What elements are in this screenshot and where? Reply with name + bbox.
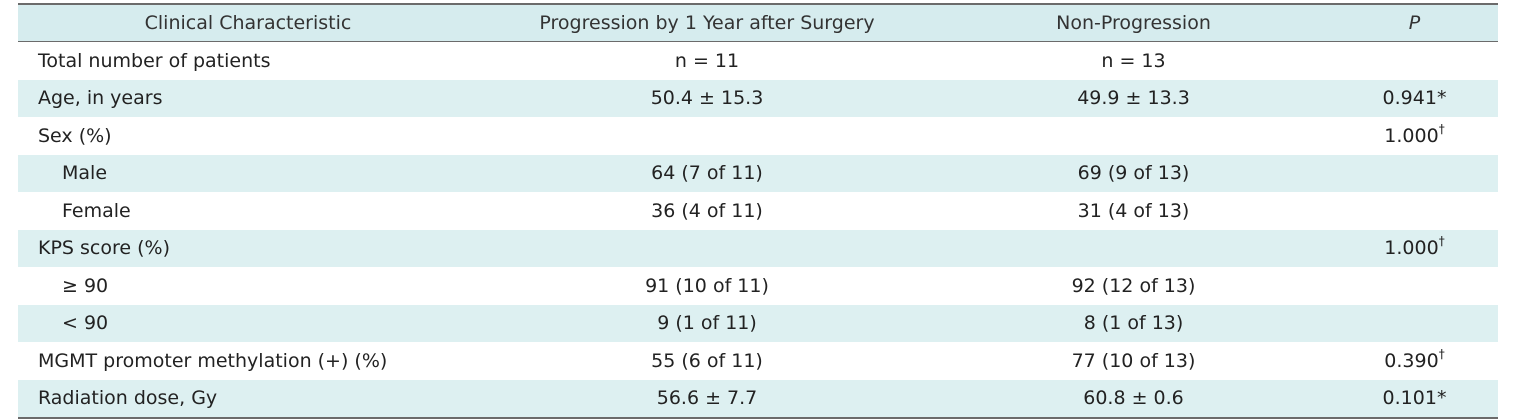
non-progression-value: 49.9 ± 13.3 bbox=[936, 79, 1331, 117]
non-progression-value: 92 (12 of 13) bbox=[1071, 274, 1196, 297]
row-label: < 90 bbox=[18, 304, 478, 342]
row-label: ≥ 90 bbox=[62, 274, 109, 297]
p-value-cell: 0.941* bbox=[1331, 79, 1498, 117]
table-row: Radiation dose, Gy 56.6 ± 7.7 60.8 ± 0.6… bbox=[18, 379, 1498, 418]
p-value: 1.000 bbox=[1384, 237, 1439, 260]
table-header: Clinical Characteristic Progression by 1… bbox=[18, 4, 1498, 42]
p-value-cell bbox=[1331, 192, 1498, 230]
non-progression-value: 69 (9 of 13) bbox=[936, 154, 1331, 192]
p-value-cell: 1.000† bbox=[1331, 117, 1498, 155]
table-row: Total number of patients n = 11 n = 13 bbox=[18, 42, 1498, 80]
table-row: Female 36 (4 of 11) 31 (4 of 13) bbox=[18, 192, 1498, 230]
p-value-cell bbox=[1331, 154, 1498, 192]
clinical-characteristics-table: Clinical Characteristic Progression by 1… bbox=[18, 3, 1498, 419]
non-progression-value: n = 13 bbox=[1101, 49, 1166, 72]
progression-value: 9 (1 of 11) bbox=[478, 304, 936, 342]
progression-value: 64 (7 of 11) bbox=[478, 154, 936, 192]
table-container: Clinical Characteristic Progression by 1… bbox=[18, 3, 1498, 419]
row-label: KPS score (%) bbox=[18, 229, 478, 267]
table-body: Total number of patients n = 11 n = 13 A… bbox=[18, 42, 1498, 418]
header-p-value: P bbox=[1331, 4, 1498, 42]
header-progression: Progression by 1 Year after Surgery bbox=[478, 4, 936, 42]
non-progression-value: 77 (10 of 13) bbox=[1071, 349, 1196, 372]
p-value-cell bbox=[1331, 42, 1498, 80]
p-value: 0.101 bbox=[1382, 387, 1437, 410]
row-label: Radiation dose, Gy bbox=[18, 379, 478, 418]
row-label: MGMT promoter methylation (+) (%) bbox=[38, 349, 388, 372]
p-value-cell bbox=[1331, 267, 1498, 305]
non-progression-value: 8 (1 of 13) bbox=[936, 304, 1331, 342]
progression-value bbox=[478, 229, 936, 267]
table-row: Male 64 (7 of 11) 69 (9 of 13) bbox=[18, 154, 1498, 192]
row-label: Age, in years bbox=[18, 79, 478, 117]
non-progression-value: 60.8 ± 0.6 bbox=[936, 379, 1331, 418]
table-row: ≥ 90 91 (10 of 11) 92 (12 of 13) bbox=[18, 267, 1498, 305]
p-value-cell: 1.000† bbox=[1331, 229, 1498, 267]
p-value-cell bbox=[1331, 304, 1498, 342]
row-label: Male bbox=[18, 154, 478, 192]
p-value-cell: 0.390† bbox=[1331, 342, 1498, 380]
header-non-progression: Non-Progression bbox=[936, 4, 1331, 42]
p-value-cell: 0.101* bbox=[1331, 379, 1498, 418]
table-row: Sex (%) 1.000† bbox=[18, 117, 1498, 155]
progression-value bbox=[478, 117, 936, 155]
row-label: Female bbox=[62, 199, 131, 222]
p-value: 0.390 bbox=[1384, 349, 1439, 372]
p-value: 1.000 bbox=[1384, 124, 1439, 147]
row-label: Sex (%) bbox=[38, 124, 112, 147]
non-progression-value bbox=[936, 117, 1331, 155]
non-progression-value: 31 (4 of 13) bbox=[1077, 199, 1190, 222]
footnote-mark: † bbox=[1438, 234, 1445, 249]
table-row: MGMT promoter methylation (+) (%) 55 (6 … bbox=[18, 342, 1498, 380]
progression-value: 91 (10 of 11) bbox=[645, 274, 769, 297]
table-row: Age, in years 50.4 ± 15.3 49.9 ± 13.3 0.… bbox=[18, 79, 1498, 117]
header-row: Clinical Characteristic Progression by 1… bbox=[18, 4, 1498, 42]
progression-value: 50.4 ± 15.3 bbox=[478, 79, 936, 117]
table-row: < 90 9 (1 of 11) 8 (1 of 13) bbox=[18, 304, 1498, 342]
row-label: Total number of patients bbox=[38, 49, 271, 72]
p-value: 0.941 bbox=[1382, 87, 1437, 110]
footnote-mark: † bbox=[1438, 346, 1445, 361]
footnote-mark: * bbox=[1436, 87, 1447, 110]
footnote-mark: † bbox=[1438, 121, 1445, 136]
table-row: KPS score (%) 1.000† bbox=[18, 229, 1498, 267]
footnote-mark: * bbox=[1436, 387, 1447, 410]
progression-value: 55 (6 of 11) bbox=[651, 349, 763, 372]
progression-value: 36 (4 of 11) bbox=[651, 199, 763, 222]
progression-value: n = 11 bbox=[674, 49, 740, 72]
non-progression-value bbox=[936, 229, 1331, 267]
header-clinical-characteristic: Clinical Characteristic bbox=[18, 4, 478, 42]
progression-value: 56.6 ± 7.7 bbox=[478, 379, 936, 418]
